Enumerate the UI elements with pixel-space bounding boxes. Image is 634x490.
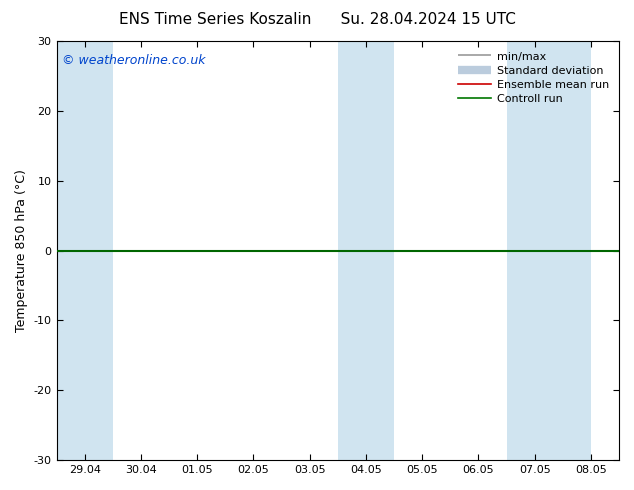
Bar <box>338 41 394 460</box>
Text: ENS Time Series Koszalin      Su. 28.04.2024 15 UTC: ENS Time Series Koszalin Su. 28.04.2024 … <box>119 12 515 27</box>
Legend: min/max, Standard deviation, Ensemble mean run, Controll run: min/max, Standard deviation, Ensemble me… <box>453 47 614 109</box>
Bar <box>507 41 591 460</box>
Y-axis label: Temperature 850 hPa (°C): Temperature 850 hPa (°C) <box>15 169 28 332</box>
Bar <box>56 41 113 460</box>
Text: © weatheronline.co.uk: © weatheronline.co.uk <box>62 53 205 67</box>
